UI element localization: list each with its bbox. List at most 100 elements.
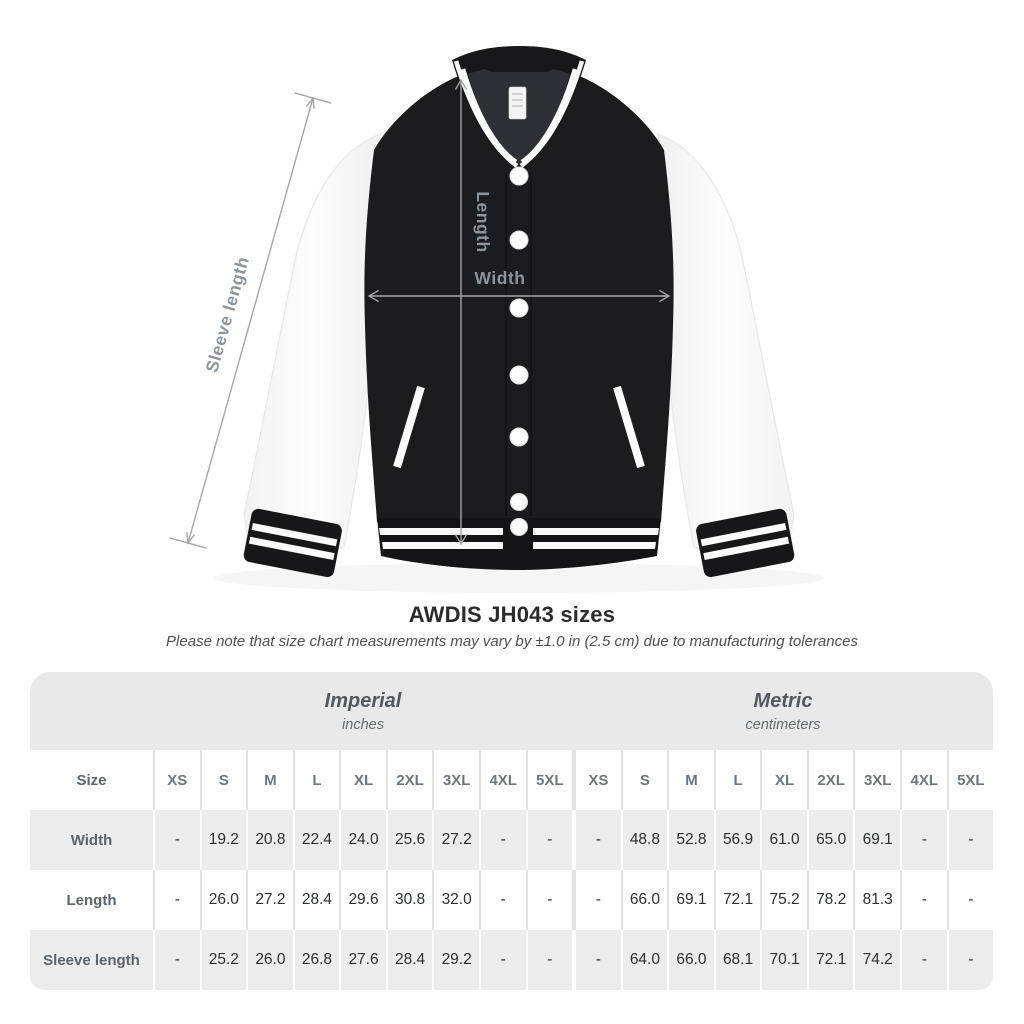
row-label: Length	[30, 870, 153, 930]
table-cell: -	[480, 930, 526, 990]
size-col-header: M	[248, 750, 293, 810]
table-cell: 29.6	[341, 870, 386, 930]
table-cell: 65.0	[808, 810, 854, 870]
size-col-header: 5XL	[948, 750, 993, 810]
table-cell: 27.2	[434, 810, 479, 870]
size-col-header: L	[715, 750, 761, 810]
sleeve-length-dimension-label: Sleeve length	[201, 254, 253, 374]
tolerance-note: Please note that size chart measurements…	[166, 633, 858, 650]
size-col-header: 5XL	[527, 750, 573, 810]
size-col-header: XS	[576, 750, 621, 810]
row-label: Sleeve length	[30, 930, 153, 990]
table-cell: 28.4	[294, 870, 340, 930]
table-cell: 32.0	[434, 870, 479, 930]
jacket-cuff	[243, 508, 342, 578]
table-cell: -	[576, 930, 621, 990]
table-cell: 26.0	[248, 930, 293, 990]
size-header-cell: Size	[30, 750, 153, 810]
table-cell: 28.4	[387, 930, 433, 990]
table-cell: 68.1	[715, 930, 761, 990]
sleeve-length-row: Sleeve length - 25.2 26.0 26.8 27.6 28.4…	[30, 930, 993, 990]
metric-title: Metric	[753, 689, 813, 712]
table-cell: 24.0	[341, 810, 386, 870]
table-cell: 56.9	[715, 810, 761, 870]
table-cell: -	[902, 930, 947, 990]
size-col-header: XL	[341, 750, 386, 810]
table-cell: -	[576, 870, 621, 930]
size-col-header: 2XL	[387, 750, 433, 810]
length-dimension-label: Length	[473, 191, 493, 252]
table-cell: 72.1	[808, 930, 854, 990]
table-cell: -	[155, 810, 200, 870]
jacket-buttons	[509, 166, 529, 536]
row-label: Width	[30, 810, 153, 870]
table-cell: -	[948, 810, 993, 870]
table-cell: 25.6	[387, 810, 433, 870]
width-row: Width - 19.2 20.8 22.4 24.0 25.6 27.2 - …	[30, 810, 993, 870]
table-cell: 26.8	[294, 930, 340, 990]
table-cell: -	[902, 810, 947, 870]
table-cell: 27.6	[341, 930, 386, 990]
imperial-subtitle: inches	[342, 716, 384, 733]
size-col-header: S	[201, 750, 247, 810]
table-cell: 27.2	[248, 870, 293, 930]
table-cell: -	[480, 810, 526, 870]
size-col-header: 3XL	[855, 750, 900, 810]
size-col-header: XS	[155, 750, 200, 810]
table-cell: 30.8	[387, 870, 433, 930]
table-cell: 74.2	[855, 930, 900, 990]
table-cell: 20.8	[248, 810, 293, 870]
width-dimension-label: Width	[475, 268, 526, 288]
table-cell: -	[527, 870, 573, 930]
dimension-lines	[169, 78, 671, 549]
jacket-collar	[452, 46, 586, 170]
table-cell: 26.0	[201, 870, 247, 930]
table-cell: 72.1	[715, 870, 761, 930]
table-unit-header: Imperial inches Metric centimeters	[30, 672, 993, 750]
jacket-body	[364, 74, 674, 570]
size-col-header: XL	[762, 750, 807, 810]
jacket-placket	[505, 172, 532, 516]
table-cell: -	[480, 870, 526, 930]
table-cell: -	[902, 870, 947, 930]
table-cell: 52.8	[669, 810, 714, 870]
metric-subtitle: centimeters	[745, 716, 821, 733]
jacket-diagram: Width Length Sleeve length	[169, 46, 824, 593]
table-cell: 66.0	[669, 930, 714, 990]
table-cell: -	[576, 810, 621, 870]
size-col-header: L	[294, 750, 340, 810]
table-cell: 19.2	[201, 810, 247, 870]
imperial-title: Imperial	[324, 689, 402, 712]
table-cell: -	[948, 870, 993, 930]
jacket-shadow	[214, 563, 824, 593]
table-cell: 81.3	[855, 870, 900, 930]
size-col-header: S	[622, 750, 668, 810]
table-cell: 70.1	[762, 930, 807, 990]
table-cell: -	[527, 810, 573, 870]
jacket-sleeve	[243, 133, 381, 578]
table-cell: -	[155, 930, 200, 990]
table-cell: -	[527, 930, 573, 990]
size-col-header: M	[669, 750, 714, 810]
table-cell: 78.2	[808, 870, 854, 930]
table-cell: -	[948, 930, 993, 990]
metric-section-header: Metric centimeters	[573, 690, 993, 733]
imperial-section-header: Imperial inches	[153, 690, 573, 733]
length-row: Length - 26.0 27.2 28.4 29.6 30.8 32.0 -…	[30, 870, 993, 930]
table-cell: -	[155, 870, 200, 930]
table-cell: 29.2	[434, 930, 479, 990]
neck-label	[508, 86, 527, 120]
table-cell: 66.0	[622, 870, 668, 930]
table-cell: 48.8	[622, 810, 668, 870]
table-cell: 61.0	[762, 810, 807, 870]
table-cell: 69.1	[855, 810, 900, 870]
table-cell: 75.2	[762, 870, 807, 930]
size-col-header: 2XL	[808, 750, 854, 810]
table-cell: 64.0	[622, 930, 668, 990]
table-cell: 22.4	[294, 810, 340, 870]
size-col-header: 4XL	[480, 750, 526, 810]
size-header-row: Size XS S M L XL 2XL 3XL 4XL 5XL XS S M …	[30, 750, 993, 810]
size-col-header: 3XL	[434, 750, 479, 810]
page-title: AWDIS JH043 sizes	[408, 602, 616, 627]
table-cell: 69.1	[669, 870, 714, 930]
